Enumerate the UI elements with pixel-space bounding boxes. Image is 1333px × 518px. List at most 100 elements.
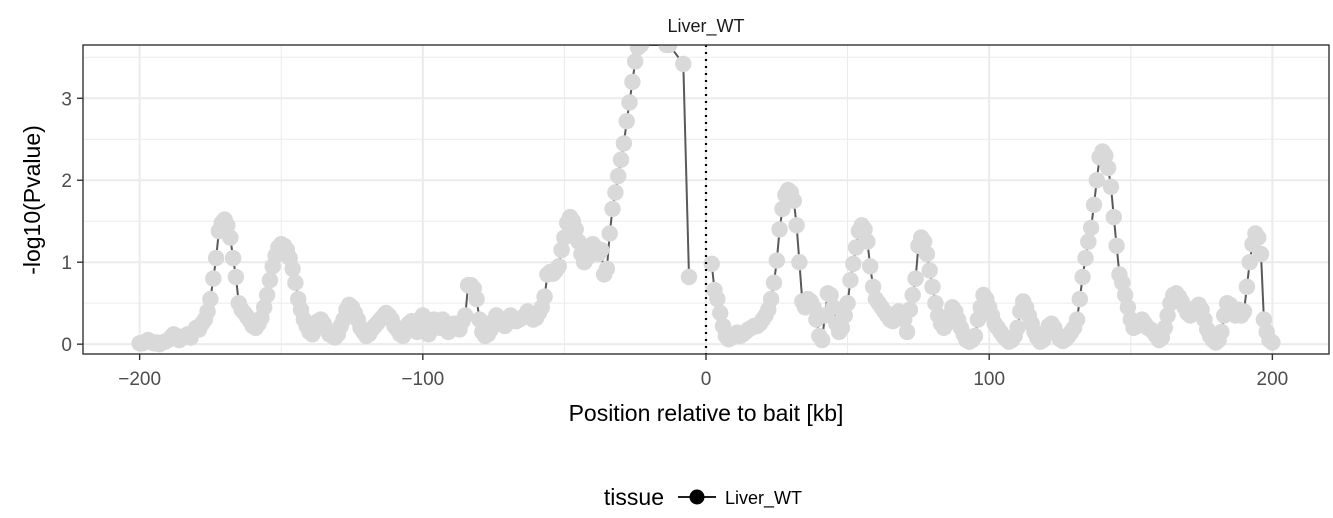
data-point [1250, 229, 1267, 246]
data-point [1116, 286, 1134, 304]
legend-title: tissue [604, 484, 664, 510]
data-point [1077, 249, 1094, 267]
data-point [471, 311, 488, 328]
y-tick-label: 2 [61, 171, 72, 192]
data-point [898, 323, 916, 341]
plot-data [131, 45, 1281, 353]
data-point [680, 268, 698, 286]
data-point [1099, 159, 1117, 177]
data-point [601, 225, 618, 242]
data-point [1114, 274, 1131, 291]
data-point [1071, 290, 1089, 308]
legend: tissue Liver_WT [604, 484, 802, 510]
data-point [610, 167, 627, 185]
x-tick-label: 0 [701, 369, 712, 390]
facet-strip-label: Liver_WT [667, 16, 744, 37]
data-point [468, 290, 485, 308]
data-point [859, 233, 876, 250]
data-point [261, 272, 279, 289]
x-tick-label: −100 [401, 369, 444, 390]
data-point [1102, 178, 1120, 195]
data-point [822, 286, 839, 304]
data-point [550, 258, 567, 275]
data-point [1156, 319, 1174, 336]
data-point [927, 295, 944, 312]
data-point [1009, 319, 1026, 336]
data-point [918, 245, 936, 263]
data-point [1252, 245, 1270, 263]
series-group [131, 45, 1281, 353]
data-point [924, 278, 941, 295]
x-tick-label: 200 [1257, 369, 1289, 390]
data-point [202, 290, 219, 308]
data-point [256, 299, 273, 316]
data-point [219, 217, 236, 234]
data-point [284, 260, 301, 277]
y-tick-label: 0 [61, 335, 72, 356]
series-line [139, 45, 690, 346]
data-point [612, 151, 630, 168]
data-point [615, 135, 633, 152]
data-point [839, 295, 856, 312]
legend-key-point [689, 489, 705, 505]
data-point [862, 258, 879, 275]
data-point [966, 327, 984, 345]
data-point [1108, 237, 1125, 254]
data-point [287, 274, 304, 291]
data-point [805, 299, 822, 316]
data-point [785, 192, 802, 209]
data-point [1159, 307, 1176, 324]
data-point [207, 249, 225, 267]
data-point [836, 307, 853, 324]
data-point [618, 113, 635, 130]
data-point [1068, 311, 1086, 328]
data-point [712, 304, 729, 322]
data-point [1241, 254, 1258, 271]
data-point [258, 286, 276, 304]
data-point [1255, 311, 1273, 328]
data-point [607, 184, 624, 201]
data-point [567, 221, 584, 238]
data-point [593, 241, 610, 259]
data-point [1238, 278, 1256, 295]
data-point [553, 241, 570, 259]
x-tick-label: −200 [118, 369, 161, 390]
data-point [825, 299, 842, 316]
legend-label: Liver_WT [725, 488, 802, 509]
data-point [845, 255, 862, 272]
data-point [1235, 303, 1253, 320]
data-point [1119, 299, 1137, 316]
data-point [813, 331, 831, 349]
data-point [709, 290, 726, 308]
data-point [632, 45, 650, 54]
data-point [1082, 219, 1100, 236]
data-point [762, 290, 780, 308]
data-point [915, 233, 933, 250]
strip-background [83, 8, 1329, 45]
data-point [833, 319, 851, 336]
y-tick-label: 3 [61, 89, 72, 110]
data-point [222, 229, 239, 246]
data-point [675, 55, 692, 73]
data-point [921, 262, 938, 279]
y-axis-title: -log10(Pvalue) [19, 125, 45, 275]
data-point [661, 45, 678, 54]
data-point [224, 249, 242, 267]
data-point [1105, 208, 1123, 226]
x-axis-title: Position relative to bait [kb] [569, 400, 844, 426]
x-axis: −200 −100 0 100 200 [118, 354, 1288, 390]
data-point [1097, 147, 1114, 164]
data-point [598, 260, 616, 277]
data-point [624, 73, 641, 91]
data-point [570, 233, 587, 250]
data-point [788, 217, 805, 234]
data-point [556, 229, 573, 246]
y-axis: 0 1 2 3 [61, 89, 83, 356]
data-point [1264, 334, 1281, 351]
data-point [842, 272, 859, 289]
data-point [536, 288, 553, 305]
data-point [703, 255, 720, 272]
data-point [604, 200, 621, 218]
data-point [1088, 172, 1106, 189]
